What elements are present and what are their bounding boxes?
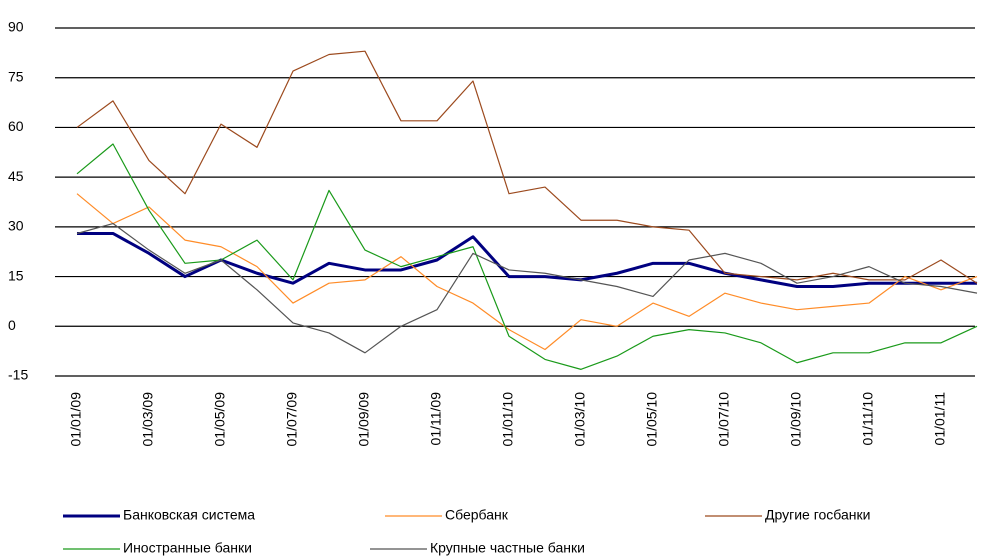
y-tick-label: -15 bbox=[8, 367, 28, 383]
x-tick-label: 01/09/09 bbox=[356, 392, 372, 447]
x-tick-label: 01/01/10 bbox=[500, 392, 516, 447]
x-tick-label: 01/11/09 bbox=[428, 392, 444, 446]
series-line bbox=[77, 231, 977, 289]
x-tick-label: 01/03/10 bbox=[572, 392, 588, 447]
x-tick-label: 01/01/11 bbox=[932, 392, 948, 446]
x-tick-label: 01/03/09 bbox=[140, 392, 156, 447]
x-tick-label: 01/11/10 bbox=[860, 392, 876, 446]
y-tick-label: 30 bbox=[8, 218, 24, 234]
legend-label: Иностранные банки bbox=[123, 540, 252, 556]
x-tick-label: 01/09/10 bbox=[788, 392, 804, 447]
legend-label: Другие госбанки bbox=[765, 507, 870, 523]
y-tick-label: 75 bbox=[8, 68, 24, 84]
y-tick-label: 60 bbox=[8, 118, 24, 134]
x-tick-label: 01/07/10 bbox=[716, 392, 732, 447]
y-tick-label: 90 bbox=[8, 19, 24, 35]
x-tick-label: 01/07/09 bbox=[284, 392, 300, 447]
series-line bbox=[76, 193, 978, 351]
series-line bbox=[76, 50, 978, 284]
legend-label: Банковская система bbox=[123, 507, 255, 523]
y-tick-label: 0 bbox=[8, 317, 16, 333]
x-tick-label: 01/05/09 bbox=[212, 392, 228, 447]
series-line bbox=[76, 222, 978, 354]
legend-label: Крупные частные банки bbox=[430, 540, 585, 556]
y-tick-label: 45 bbox=[8, 168, 24, 184]
x-tick-label: 01/05/10 bbox=[644, 392, 660, 447]
legend-label: Сбербанк bbox=[445, 507, 509, 523]
y-tick-label: 15 bbox=[8, 267, 24, 283]
x-tick-label: 01/01/09 bbox=[68, 392, 84, 447]
series-line bbox=[76, 143, 978, 370]
